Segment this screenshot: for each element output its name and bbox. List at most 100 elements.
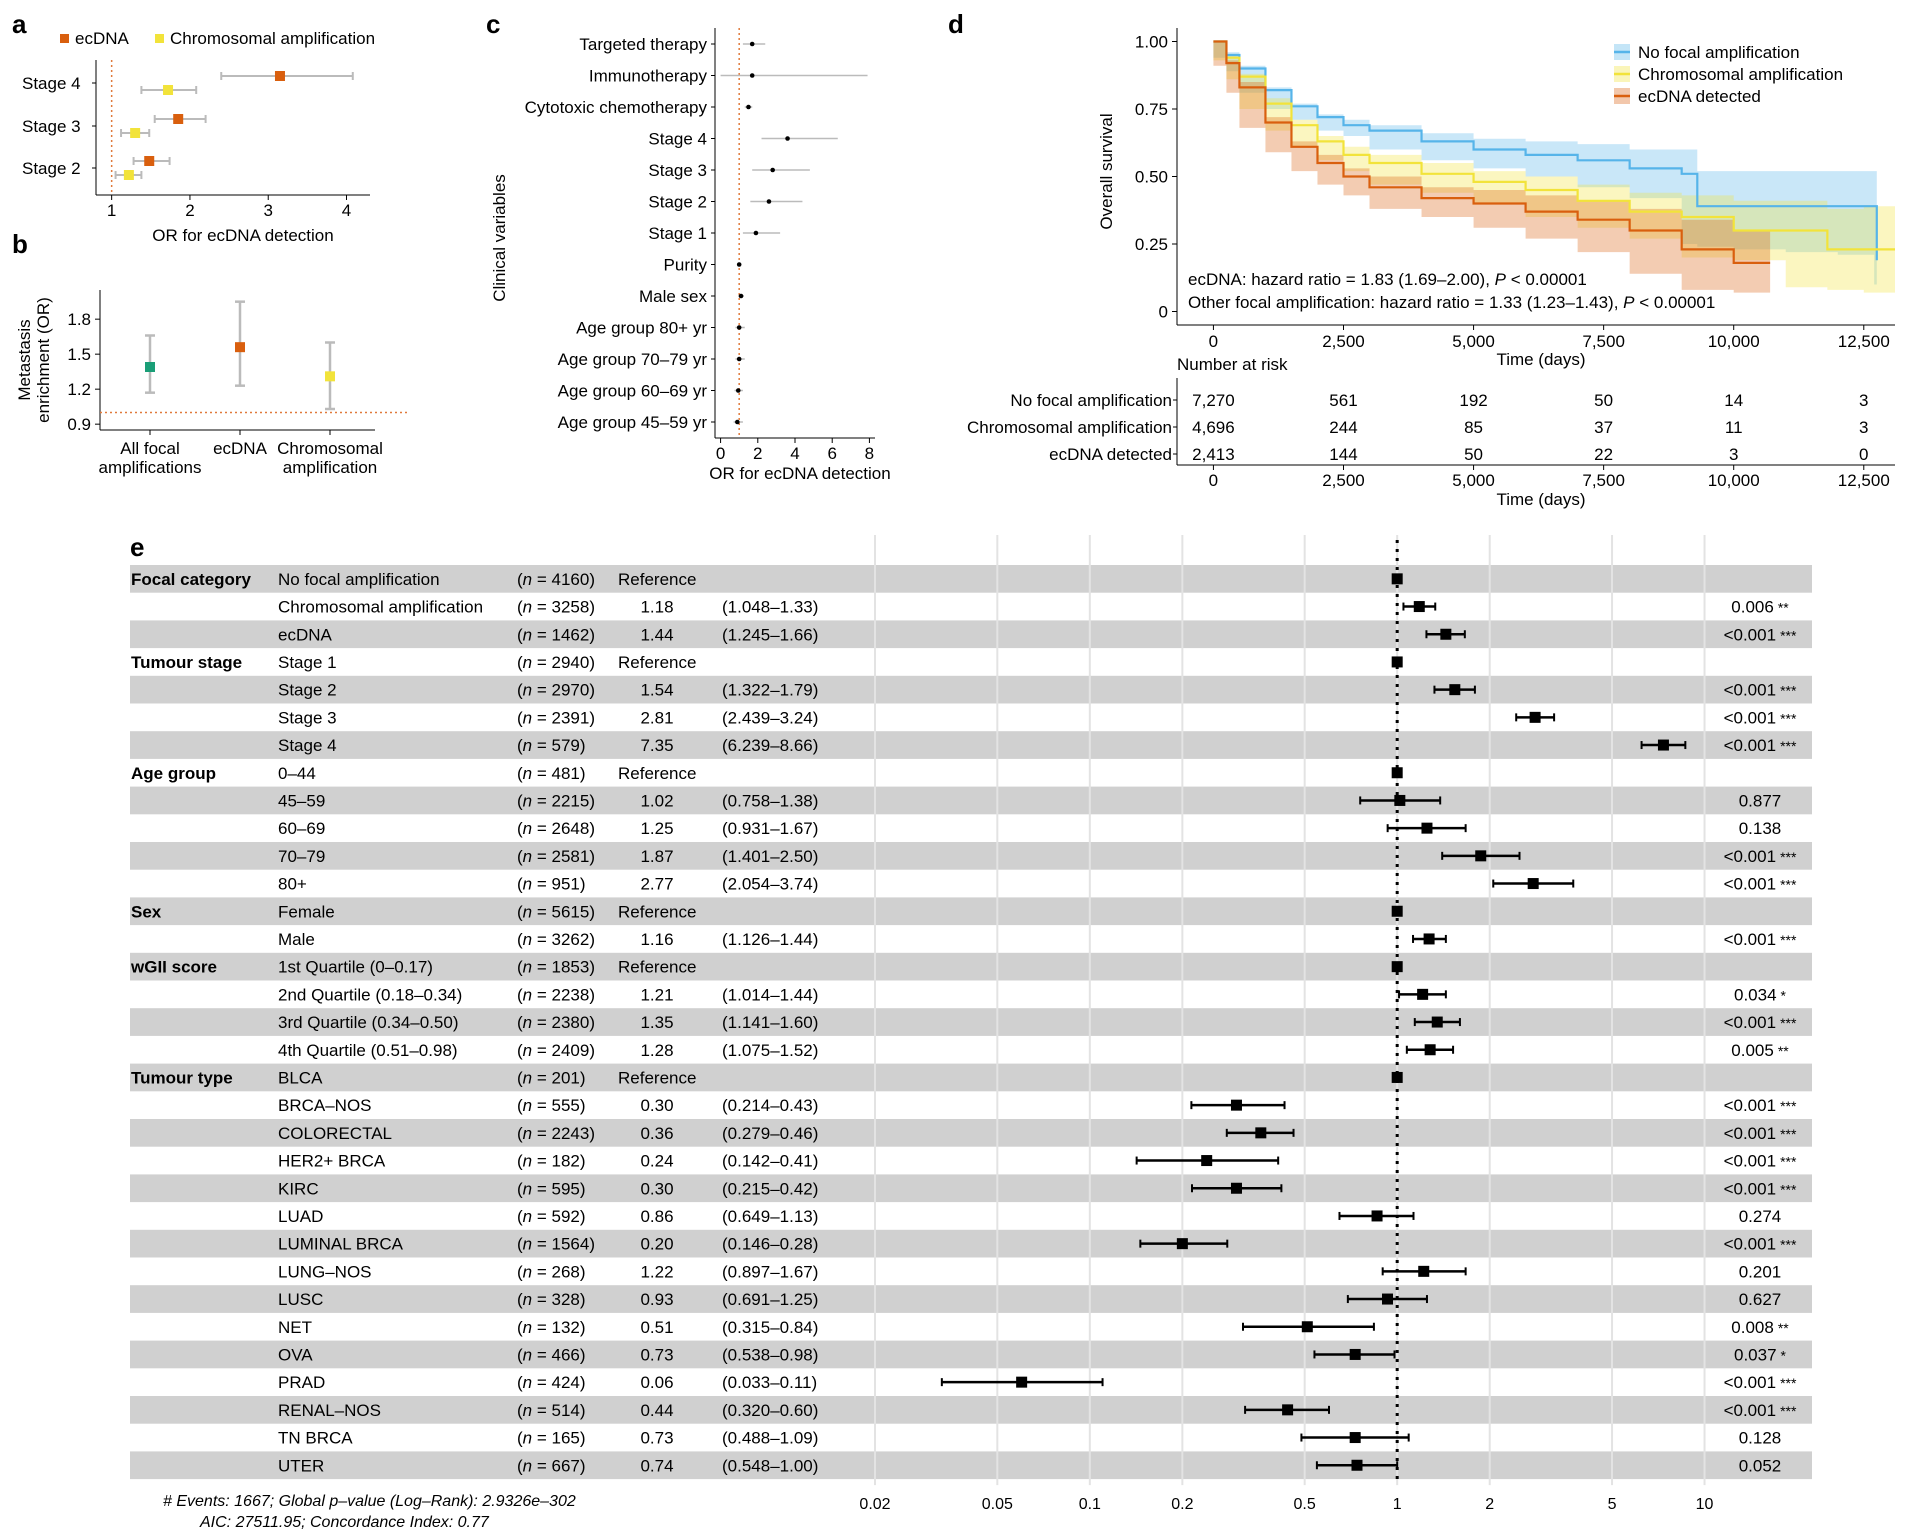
y-axis-title-line: enrichment (OR) [34,297,53,423]
risk-x-tick-label: 7,500 [1582,471,1625,490]
risk-count: 2,413 [1192,445,1235,464]
panel-letter-b: b [12,229,28,259]
n-symbol: n [523,1152,532,1171]
n-count: (n = 182) [517,1152,586,1171]
p-value: 0.008 ** [1731,1318,1789,1337]
p-value: <0.001 *** [1724,1013,1797,1032]
y-tick-label: 1.00 [1135,33,1168,52]
x-tick-label: 5,000 [1452,332,1495,351]
x-tick-label: 2 [185,201,194,220]
risk-count: 85 [1464,418,1483,437]
risk-count: 11 [1725,418,1743,437]
panel-b-chart: 0.9 1.2 1.5 1.8 Metastasisenrichment (OR) All… [15,290,410,477]
x-tick-label: 4 [790,444,799,463]
group-label: wGII score [130,958,217,977]
confidence-interval: (0.146–0.28) [722,1235,818,1254]
variable-label: Chromosomal amplification [278,598,483,617]
confidence-interval: (2.054–3.74) [722,875,818,894]
row-stripe [130,1174,1812,1203]
n-symbol: n [523,653,532,672]
p-value-number: <0.001 [1724,1124,1776,1143]
hazard-ratio: Reference [618,1068,696,1087]
y-tick-label: 0.75 [1135,100,1168,119]
n-symbol: n [523,1179,532,1198]
variable-label: LUNG–NOS [278,1262,372,1281]
point-marker [1475,850,1487,862]
risk-count: 144 [1329,445,1357,464]
point-marker [1391,905,1403,917]
point-marker [1230,1099,1242,1111]
point-marker [274,71,285,81]
x-axis-title: OR for ecDNA detection [709,464,890,483]
n-symbol: n [523,570,532,589]
panel-d-chart: 0 0.25 0.50 0.75 1.00 0 2,500 5,000 7,500 10,000 1… [967,28,1895,509]
point-marker [1351,1459,1363,1471]
n-count: (n = 201) [517,1068,586,1087]
point-marker [1529,711,1541,723]
n-paren: ( [517,819,523,838]
confidence-interval: (1.401–2.50) [722,847,818,866]
category-label: Male sex [639,287,708,306]
risk-x-tick-label: 2,500 [1322,471,1365,490]
hazard-ratio: 1.22 [640,1262,673,1281]
risk-count: 37 [1594,418,1613,437]
category-label: Immunotherapy [589,67,708,86]
n-paren: ( [517,875,523,894]
y-tick-label: 1.5 [67,345,91,364]
n-count: (n = 2380) [517,1013,595,1032]
n-symbol: n [523,1096,532,1115]
confidence-interval: (0.033–0.11) [722,1373,817,1392]
x-tick-label: 6 [827,444,836,463]
category-label: Age group 45–59 yr [558,413,708,432]
category-label: Cytotoxic chemotherapy [525,98,708,117]
panel-a-chart: ecDNA Chromosomal amplification 1 2 3 4 OR for… [22,29,375,245]
p-value-number: <0.001 [1724,1235,1776,1254]
p-value-number: <0.001 [1724,930,1776,949]
confidence-interval: (0.315–0.84) [722,1318,818,1337]
variable-label: PRAD [278,1373,325,1392]
risk-table-title: Number at risk [1177,355,1288,374]
confidence-interval: (1.075–1.52) [722,1041,818,1060]
footnote-aic: AIC: 27511.95; Concordance Index: 0.77 [199,1514,490,1530]
hazard-ratio: 1.21 [640,985,673,1004]
category-label: Stage 4 [648,130,707,149]
confidence-interval: (1.048–1.33) [722,598,818,617]
n-symbol: n [523,1207,532,1226]
n-paren: ( [517,1429,523,1448]
legend-label: ecDNA [75,29,130,48]
n-symbol: n [523,1068,532,1087]
p-value: <0.001 *** [1724,1124,1797,1143]
row-stripe [130,1340,1812,1369]
point-marker [1657,739,1669,751]
point-marker [1391,656,1403,668]
p-value: 0.201 [1739,1262,1782,1281]
n-paren: ( [517,1318,523,1337]
variable-label: OVA [278,1345,313,1364]
risk-x-tick-label: 0 [1209,471,1218,490]
n-count: (n = 2581) [517,847,595,866]
risk-x-tick-label: 12,500 [1838,471,1890,490]
variable-label: 45–59 [278,791,325,810]
variable-label: HER2+ BRCA [278,1152,386,1171]
p-value: 0.627 [1739,1290,1782,1309]
p-value: 0.006 ** [1731,598,1789,617]
risk-count: 192 [1459,391,1487,410]
group-label: Focal category [131,570,252,589]
n-paren: ( [517,847,523,866]
confidence-interval: (0.649–1.13) [722,1207,818,1226]
p-value: <0.001 *** [1724,1152,1797,1171]
p-value-number: <0.001 [1724,1013,1776,1032]
confidence-interval: (0.897–1.67) [722,1262,818,1281]
variable-label: Stage 3 [278,708,337,727]
y-axis-title: Overall survival [1097,113,1116,229]
row-stripe [130,897,1812,926]
n-value: = 2409) [532,1041,595,1060]
risk-count: 4,696 [1192,418,1235,437]
n-value: = 2648) [532,819,595,838]
point-marker [738,293,744,299]
risk-count: 3 [1859,418,1868,437]
point-marker [1423,933,1435,945]
n-paren: ( [517,902,523,921]
n-count: (n = 5615) [517,902,595,921]
hazard-p-symbol: P [1495,270,1507,289]
